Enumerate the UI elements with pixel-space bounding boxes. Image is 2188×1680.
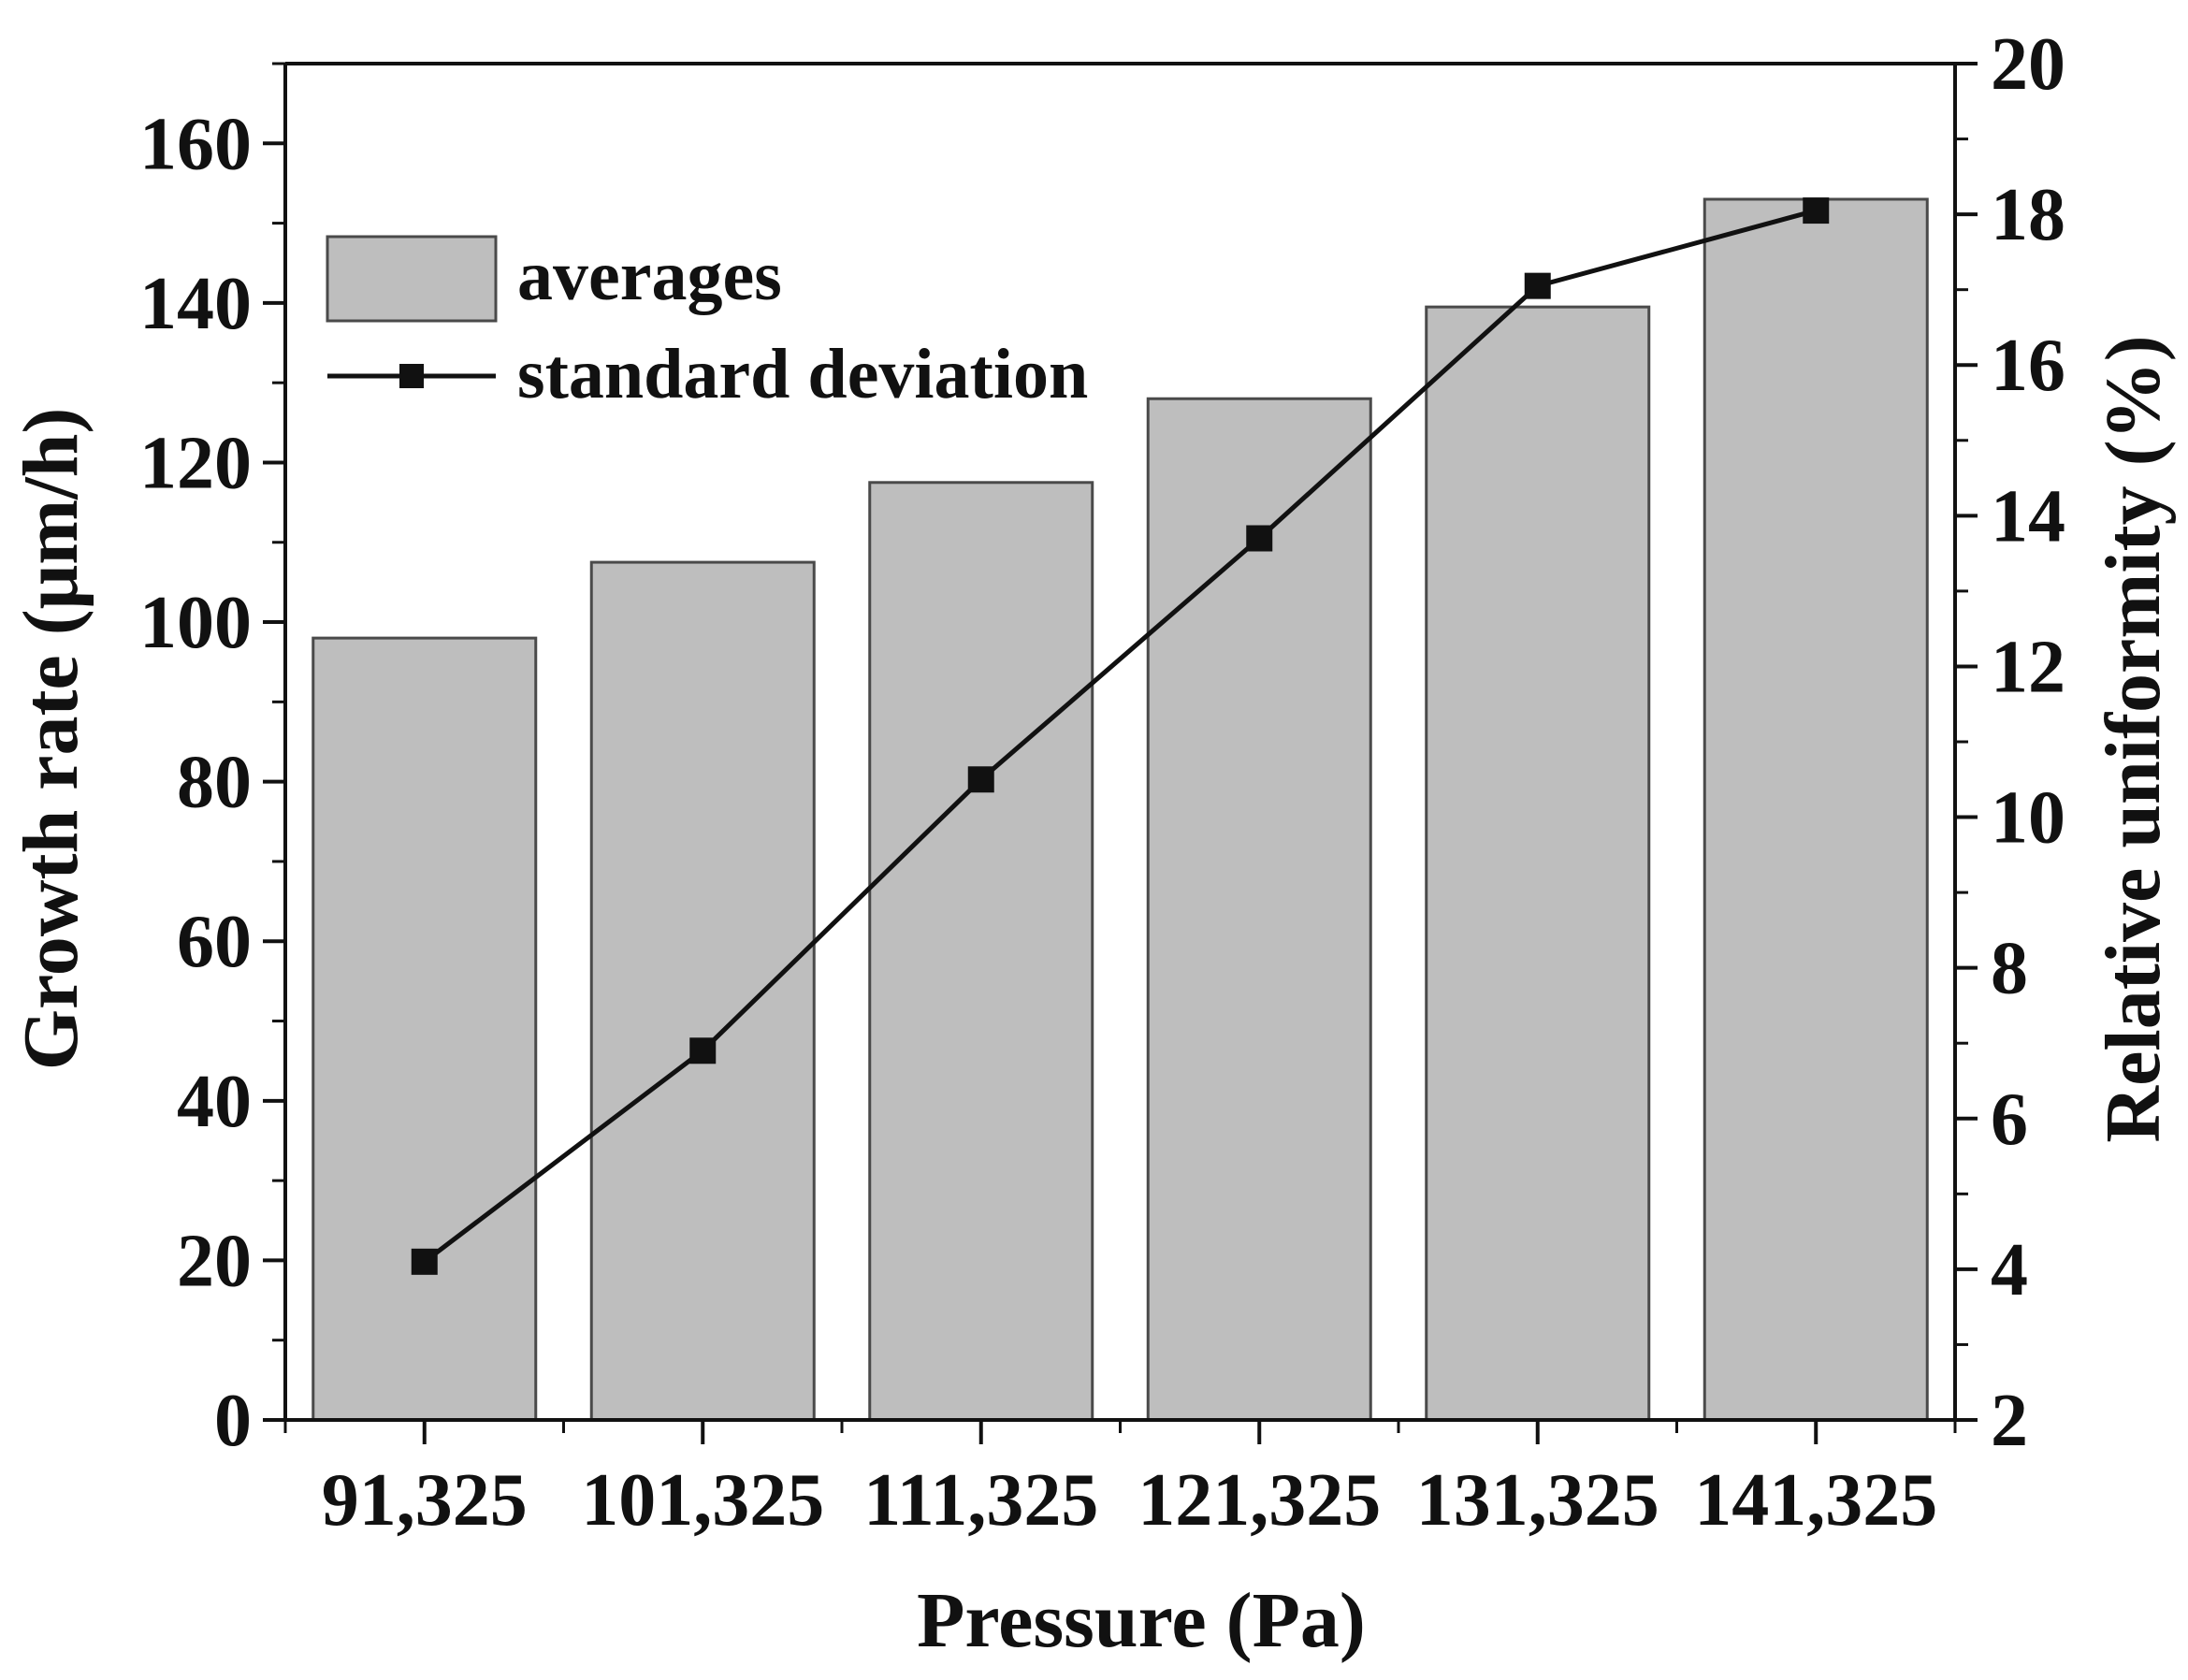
y-tick-label: 100 xyxy=(139,582,252,664)
legend: averages standard deviation xyxy=(326,235,1088,413)
y2-tick-label: 14 xyxy=(1991,475,2065,558)
line-path xyxy=(423,208,1817,1264)
bar-5 xyxy=(1425,305,1651,1422)
y-tick-label: 120 xyxy=(139,422,252,504)
bar-series-averages xyxy=(312,197,1929,1422)
y2-tick-label: 6 xyxy=(1991,1079,2028,1161)
line-point-4 xyxy=(1246,525,1273,552)
x-tick-label: 121,325 xyxy=(1137,1459,1381,1542)
y2-tick-label: 16 xyxy=(1991,325,2065,407)
line-point-6 xyxy=(1803,197,1830,224)
x-tick-label: 91,325 xyxy=(322,1459,528,1542)
y2-tick-label: 8 xyxy=(1991,928,2028,1010)
y2-tick-label: 4 xyxy=(1991,1229,2028,1311)
bar-3 xyxy=(868,481,1094,1422)
y-axis-title: Growth rate (μm/h) xyxy=(7,408,94,1071)
axes xyxy=(263,62,1978,1444)
line-series-standard-deviation xyxy=(411,197,1830,1275)
tick-labels: 0 20 40 60 80 100 120 140 160 2 4 6 8 10 12 14 16 18 20 91,… xyxy=(139,23,2065,1542)
x-tick-label: 131,325 xyxy=(1416,1459,1659,1542)
y-tick-label: 40 xyxy=(177,1061,252,1143)
bar-1 xyxy=(312,636,538,1422)
bar-2 xyxy=(589,560,816,1422)
y-tick-label: 80 xyxy=(177,742,252,824)
x-tick-label: 141,325 xyxy=(1694,1459,1937,1542)
legend-label-standard-deviation: standard deviation xyxy=(517,335,1088,413)
line-point-5 xyxy=(1524,272,1551,299)
y2-tick-label: 10 xyxy=(1991,777,2065,860)
y-tick-label: 160 xyxy=(139,103,252,185)
y-tick-label: 20 xyxy=(177,1220,252,1302)
legend-marker-swatch xyxy=(399,364,424,388)
y-tick-label: 0 xyxy=(214,1380,252,1462)
y2-axis-title: Relative uniformity (%) xyxy=(2090,335,2177,1142)
legend-bar-swatch xyxy=(326,235,498,323)
y2-tick-label: 20 xyxy=(1991,23,2065,106)
y2-tick-label: 18 xyxy=(1991,174,2065,256)
line-point-1 xyxy=(411,1248,438,1275)
y-tick-label: 140 xyxy=(139,263,252,345)
line-point-3 xyxy=(967,766,994,793)
y2-tick-label: 2 xyxy=(1991,1380,2028,1462)
bar-6 xyxy=(1703,197,1929,1422)
x-axis-title: Pressure (Pa) xyxy=(917,1577,1366,1664)
x-tick-label: 101,325 xyxy=(581,1459,824,1542)
y2-tick-label: 12 xyxy=(1991,626,2065,708)
bar-4 xyxy=(1146,397,1372,1422)
y-tick-label: 60 xyxy=(177,901,252,983)
legend-label-averages: averages xyxy=(517,237,782,315)
x-tick-label: 111,325 xyxy=(863,1459,1098,1542)
line-point-2 xyxy=(689,1037,717,1064)
